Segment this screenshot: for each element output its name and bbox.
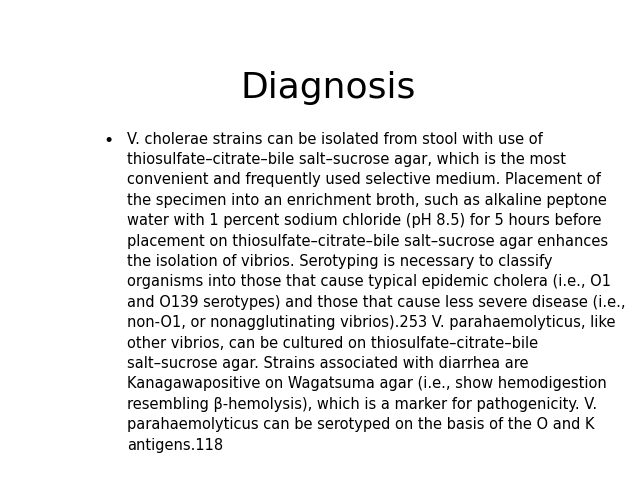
Text: •: • bbox=[104, 132, 114, 150]
Text: V. cholerae strains can be isolated from stool with use of
thiosulfate–citrate–b: V. cholerae strains can be isolated from… bbox=[127, 132, 626, 453]
Text: Diagnosis: Diagnosis bbox=[240, 71, 416, 105]
